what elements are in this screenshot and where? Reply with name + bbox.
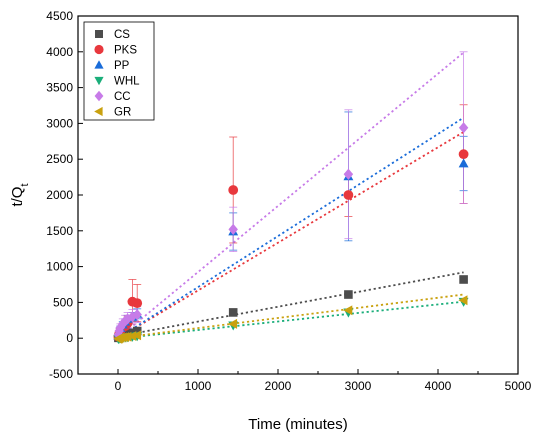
x-axis-label: Time (minutes) — [248, 416, 347, 433]
data-point-pks — [343, 190, 354, 200]
y-tick-label: 3000 — [46, 116, 73, 130]
y-tick-label: 4500 — [46, 9, 73, 23]
legend-label-gr: GR — [114, 107, 131, 119]
data-point-cc — [122, 313, 133, 325]
data-point-cc — [343, 168, 354, 180]
x-tick-label: 0 — [115, 379, 122, 393]
y-tick-label: -500 — [49, 367, 73, 381]
legend: CS PKS PP WHL CC GR — [83, 21, 155, 121]
legend-marker-whl — [94, 76, 104, 86]
data-point-cc — [132, 308, 142, 321]
legend-label-pp: PP — [114, 60, 130, 72]
y-axis-label-main: t/Q — [9, 187, 26, 207]
y-axis-label-subscript: t — [19, 183, 31, 186]
legend-marker-cs — [95, 30, 103, 38]
data-point-cs — [132, 326, 142, 336]
data-point-gr — [127, 331, 137, 341]
x-tick-label: 2000 — [265, 379, 292, 393]
legend-label-cc: CC — [114, 91, 131, 103]
plot-frame — [77, 15, 519, 375]
data-point-cc — [127, 311, 138, 323]
x-tick-label: 3000 — [345, 379, 372, 393]
y-tick-label: 1500 — [46, 224, 73, 238]
legend-box — [83, 21, 155, 121]
y-axis-label: t/Qt — [9, 183, 31, 206]
tick-layer: 0 1000 2000 3000 4000 5000 -500 0 500 1000 1500 200… — [46, 9, 531, 393]
x-tick-label: 1000 — [185, 379, 212, 393]
x-tick-label: 4000 — [425, 379, 452, 393]
y-tick-label: 2500 — [46, 152, 73, 166]
legend-label-pks: PKS — [114, 45, 137, 57]
legend-marker-gr — [94, 106, 103, 117]
y-tick-label: 0 — [66, 331, 73, 345]
y-tick-label: 3500 — [46, 81, 73, 95]
legend-marker-cc — [94, 90, 104, 102]
data-point-gr — [343, 305, 353, 316]
data-point-pp — [458, 158, 469, 168]
y-tick-label: 1000 — [46, 260, 73, 274]
data-point-gr — [122, 331, 132, 342]
data-point-gr — [458, 295, 468, 306]
y-tick-label: 500 — [53, 295, 73, 309]
data-points — [113, 122, 469, 345]
fit-line-cs — [117, 271, 464, 338]
data-point-gr — [132, 330, 142, 341]
fit-lines — [117, 51, 465, 340]
legend-marker-pp — [94, 60, 104, 69]
x-tick-label: 5000 — [505, 379, 532, 393]
fit-line-gr — [117, 293, 464, 340]
legend-label-whl: WHL — [114, 76, 140, 88]
legend-marker-pks — [94, 44, 104, 55]
data-point-cc — [115, 321, 126, 334]
data-point-gr — [228, 318, 238, 329]
data-point-cs — [459, 275, 468, 284]
data-point-cc — [458, 122, 469, 134]
y-tick-label: 4000 — [46, 45, 73, 59]
y-tick-label: 2000 — [46, 188, 73, 202]
data-point-cs — [228, 308, 238, 317]
fit-line-pks — [117, 131, 465, 339]
data-point-cc — [228, 223, 238, 235]
data-point-pks — [228, 185, 239, 195]
fit-line-pp — [117, 116, 465, 339]
data-point-pks — [458, 149, 469, 160]
data-point-pks — [132, 298, 143, 309]
data-point-cs — [128, 328, 137, 338]
data-point-cs — [344, 290, 353, 299]
legend-label-cs: CS — [114, 29, 130, 41]
